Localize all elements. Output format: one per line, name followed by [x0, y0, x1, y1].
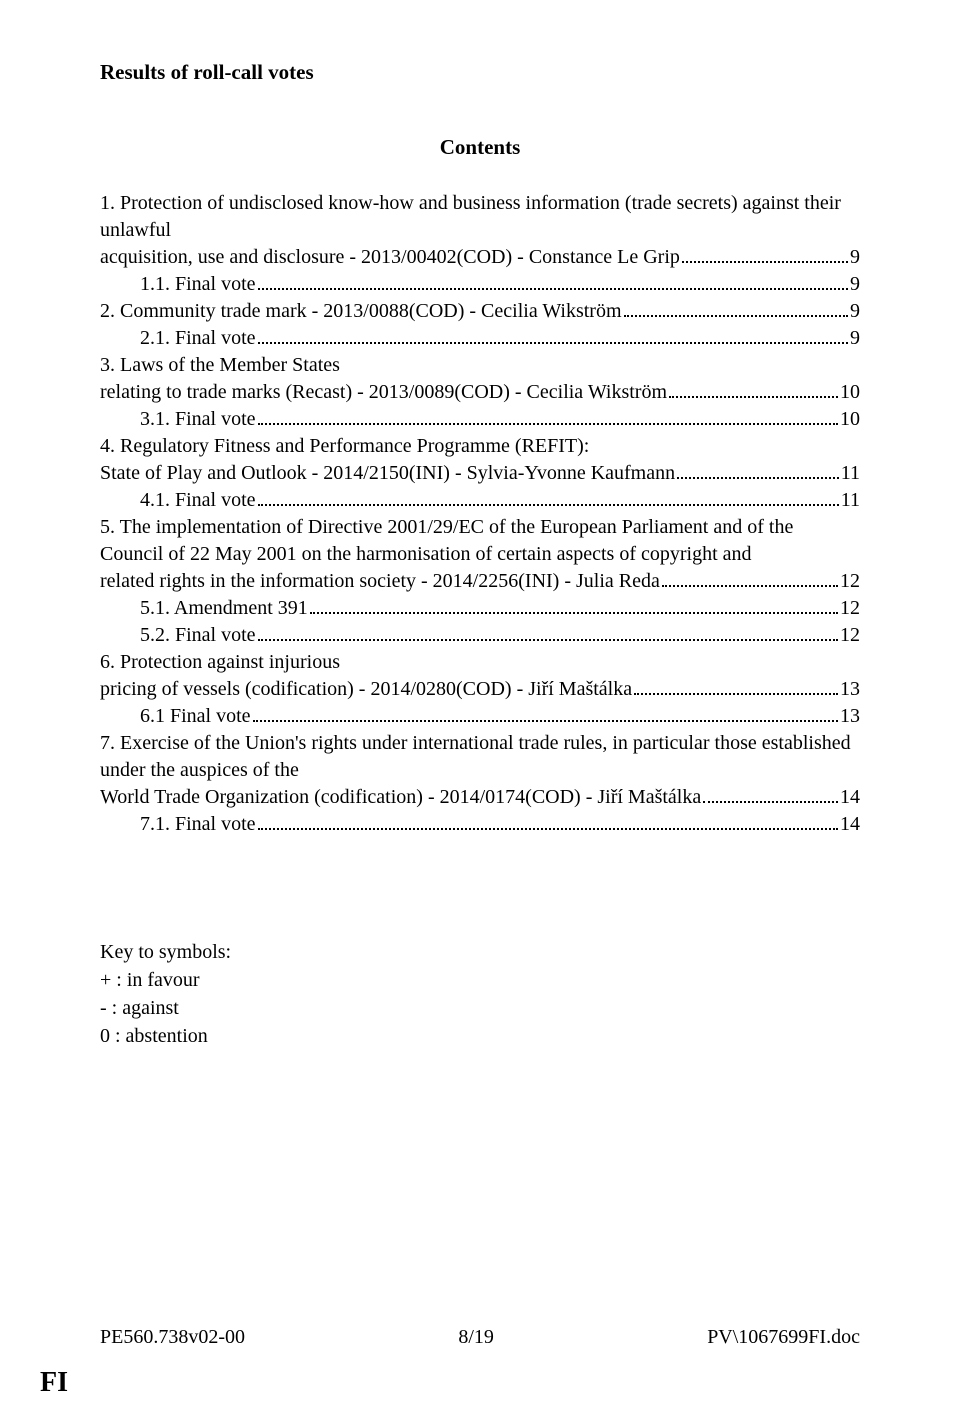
footer-left: PE560.738v02-00	[100, 1326, 245, 1349]
toc-text: 1. Protection of undisclosed know-how an…	[100, 190, 860, 244]
footer-right: PV\1067699FI.doc	[707, 1326, 860, 1349]
corner-code: FI	[40, 1367, 68, 1399]
toc-page-number: 13	[840, 676, 860, 703]
toc-leader-dots	[258, 828, 838, 830]
toc-text: 1.1. Final vote	[140, 271, 256, 298]
toc-text: 4. Regulatory Fitness and Performance Pr…	[100, 433, 860, 460]
key-line: 0 : abstention	[100, 1022, 860, 1050]
toc-page-number: 14	[840, 811, 860, 838]
toc-page-number: 11	[841, 487, 860, 514]
toc-text: 3.1. Final vote	[140, 406, 256, 433]
toc-page-number: 9	[850, 271, 860, 298]
toc-leader-dots	[310, 612, 838, 614]
toc-leader-dots	[258, 639, 838, 641]
page-footer: PE560.738v02-00 8/19 PV\1067699FI.doc	[100, 1326, 860, 1349]
toc-entry: acquisition, use and disclosure - 2013/0…	[100, 244, 860, 271]
contents-heading: Contents	[100, 135, 860, 160]
toc-entry: State of Play and Outlook - 2014/2150(IN…	[100, 460, 860, 487]
toc-text: 7.1. Final vote	[140, 811, 256, 838]
toc-text: 5.1. Amendment 391	[140, 595, 308, 622]
toc-text: 2. Community trade mark - 2013/0088(COD)…	[100, 298, 622, 325]
toc-page-number: 12	[840, 595, 860, 622]
toc-entry: 4.1. Final vote 11	[100, 487, 860, 514]
table-of-contents: 1. Protection of undisclosed know-how an…	[100, 190, 860, 838]
toc-text: pricing of vessels (codification) - 2014…	[100, 676, 632, 703]
toc-page-number: 9	[850, 325, 860, 352]
toc-leader-dots	[634, 693, 838, 695]
key-line: + : in favour	[100, 966, 860, 994]
toc-leader-dots	[662, 585, 838, 587]
toc-entry: 3.1. Final vote 10	[100, 406, 860, 433]
toc-entry: 5.2. Final vote 12	[100, 622, 860, 649]
toc-page-number: 14	[840, 784, 860, 811]
toc-leader-dots	[677, 477, 839, 479]
toc-entry: 2.1. Final vote 9	[100, 325, 860, 352]
toc-entry: 5.1. Amendment 391 12	[100, 595, 860, 622]
toc-text: World Trade Organization (codification) …	[100, 784, 701, 811]
toc-entry: 2. Community trade mark - 2013/0088(COD)…	[100, 298, 860, 325]
toc-leader-dots	[258, 342, 848, 344]
toc-leader-dots	[258, 423, 838, 425]
toc-text: 5. The implementation of Directive 2001/…	[100, 514, 860, 568]
toc-entry: relating to trade marks (Recast) - 2013/…	[100, 379, 860, 406]
toc-text: 6. Protection against injurious	[100, 649, 860, 676]
toc-entry: pricing of vessels (codification) - 2014…	[100, 676, 860, 703]
footer-center: 8/19	[458, 1326, 494, 1349]
toc-page-number: 13	[840, 703, 860, 730]
toc-entry: 7.1. Final vote 14	[100, 811, 860, 838]
key-to-symbols: Key to symbols: + : in favour - : agains…	[100, 938, 860, 1050]
toc-page-number: 10	[840, 379, 860, 406]
toc-text: 7. Exercise of the Union's rights under …	[100, 730, 860, 784]
toc-text: 5.2. Final vote	[140, 622, 256, 649]
toc-page-number: 11	[841, 460, 860, 487]
toc-entry: related rights in the information societ…	[100, 568, 860, 595]
toc-text: 3. Laws of the Member States	[100, 352, 860, 379]
toc-leader-dots	[669, 396, 838, 398]
key-line: - : against	[100, 994, 860, 1022]
toc-entry: 6.1 Final vote 13	[100, 703, 860, 730]
toc-leader-dots	[253, 720, 838, 722]
toc-text: State of Play and Outlook - 2014/2150(IN…	[100, 460, 675, 487]
toc-leader-dots	[258, 288, 848, 290]
toc-page-number: 12	[840, 568, 860, 595]
toc-page-number: 9	[850, 244, 860, 271]
toc-leader-dots	[682, 261, 848, 263]
toc-leader-dots	[258, 504, 839, 506]
key-heading: Key to symbols:	[100, 938, 860, 966]
toc-page-number: 12	[840, 622, 860, 649]
toc-leader-dots	[624, 315, 848, 317]
toc-entry: 1.1. Final vote 9	[100, 271, 860, 298]
toc-text: 4.1. Final vote	[140, 487, 256, 514]
toc-text: 2.1. Final vote	[140, 325, 256, 352]
toc-page-number: 9	[850, 298, 860, 325]
toc-text: acquisition, use and disclosure - 2013/0…	[100, 244, 680, 271]
toc-text: 6.1 Final vote	[140, 703, 251, 730]
page-title: Results of roll-call votes	[100, 60, 860, 85]
toc-page-number: 10	[840, 406, 860, 433]
toc-text: relating to trade marks (Recast) - 2013/…	[100, 379, 667, 406]
toc-entry: World Trade Organization (codification) …	[100, 784, 860, 811]
toc-text: related rights in the information societ…	[100, 568, 660, 595]
toc-leader-dots	[703, 801, 838, 803]
